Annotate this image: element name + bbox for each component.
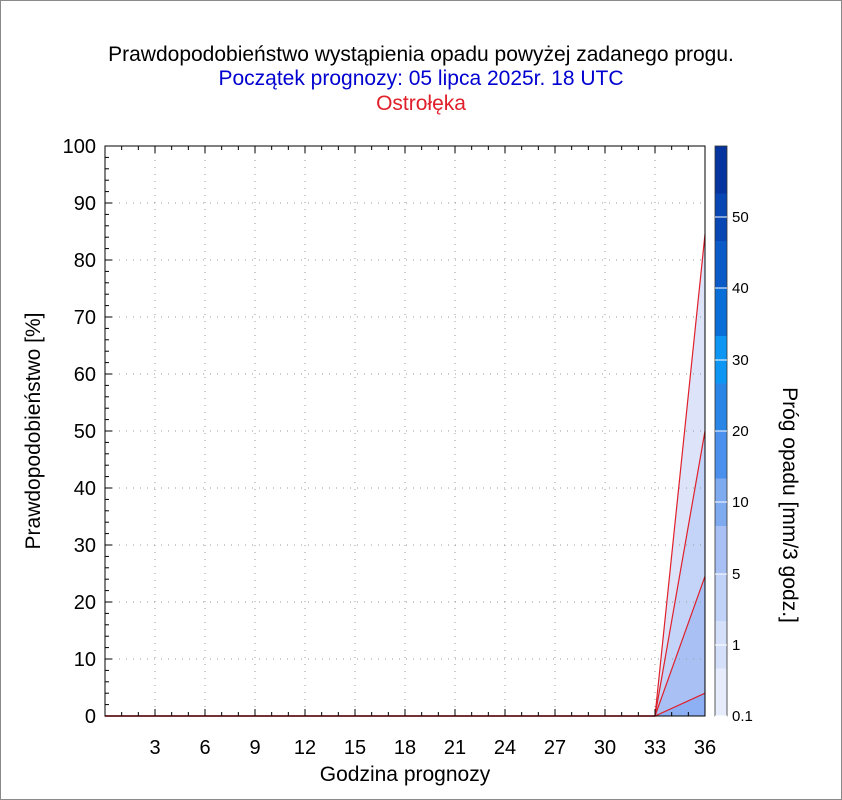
y-tick-label: 30: [74, 535, 96, 557]
y-tick-label: 50: [74, 421, 96, 443]
colorbar-segment: [715, 526, 727, 574]
colorbar-labels: 0.1 1 5 10 20 30 40 50: [715, 209, 753, 725]
series-line-2: [105, 576, 706, 717]
y-tick-label: 100: [63, 136, 96, 158]
colorbar-label: 20: [732, 423, 749, 440]
x-tick-labels: 3 6 9 12 15 18 21 24 27 30 33 36: [149, 737, 716, 759]
colorbar-title: Próg opadu [mm/3 godz.]: [778, 387, 801, 623]
chart-subtitle: Początek prognozy: 05 lipca 2025r. 18 UT…: [218, 67, 624, 90]
colorbar-label: 30: [732, 352, 749, 369]
x-tick-label: 9: [249, 737, 260, 759]
colorbar-segment: [715, 383, 727, 431]
x-tick-label: 30: [594, 737, 616, 759]
x-tick-label: 24: [494, 737, 516, 759]
x-axis-label: Godzina prognozy: [320, 763, 491, 786]
x-tick-label: 33: [644, 737, 666, 759]
y-tick-label: 80: [74, 250, 96, 272]
y-tick-label: 0: [85, 706, 96, 728]
chart-location: Ostrołęka: [376, 92, 466, 115]
colorbar-segment: [715, 431, 727, 479]
chart-title: Prawdopodobieństwo wystąpienia opadu pow…: [108, 43, 734, 66]
x-tick-label: 3: [149, 737, 160, 759]
y-tick-label: 70: [74, 307, 96, 329]
x-tick-label: 36: [694, 737, 716, 759]
y-axis-label: Prawdopodobieństwo [%]: [22, 313, 45, 550]
colorbar-label: 10: [732, 494, 749, 511]
y-tick-label: 10: [74, 649, 96, 671]
x-tick-label: 15: [344, 737, 366, 759]
colorbar-segment: [715, 241, 727, 289]
colorbar-label: 1: [732, 637, 740, 654]
colorbar-segment: [715, 668, 727, 716]
area-threshold-2: [105, 576, 705, 716]
colorbar-label: 5: [732, 566, 740, 583]
tick-layer: [104, 145, 706, 717]
x-tick-label: 18: [394, 737, 416, 759]
grid-layer: [105, 146, 705, 716]
y-tick-label: 90: [74, 193, 96, 215]
colorbar-label: 0.1: [732, 708, 753, 725]
colorbar-label: 40: [732, 280, 749, 297]
colorbar-segment: [715, 288, 727, 336]
x-tick-label: 6: [199, 737, 210, 759]
x-tick-label: 21: [444, 737, 466, 759]
x-tick-label: 12: [294, 737, 316, 759]
y-tick-labels: 0 10 20 30 40 50 60 70 80 90 100: [63, 136, 96, 728]
y-tick-label: 60: [74, 364, 96, 386]
colorbar-segment: [715, 573, 727, 621]
y-tick-label: 20: [74, 592, 96, 614]
colorbar-segment: [715, 146, 727, 194]
x-tick-label: 27: [544, 737, 566, 759]
plot-border: [104, 145, 706, 717]
y-tick-label: 40: [74, 478, 96, 500]
colorbar-label: 50: [732, 209, 749, 226]
